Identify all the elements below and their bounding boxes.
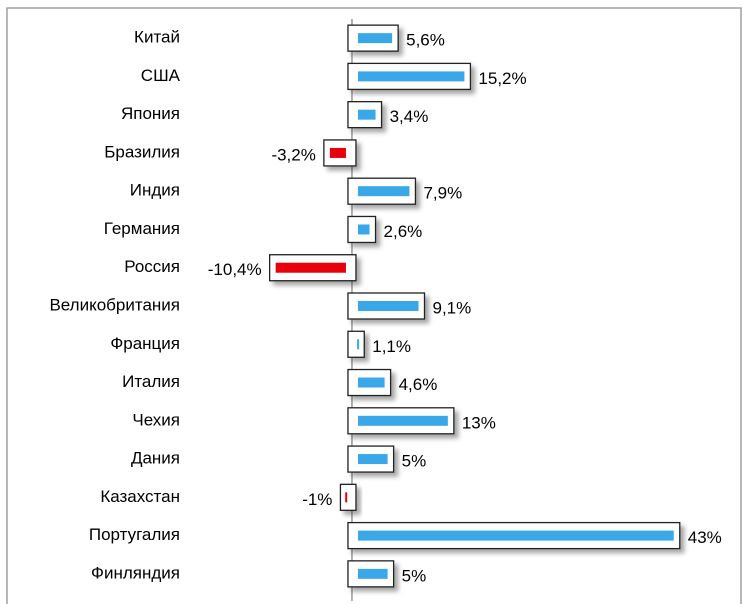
bar: [357, 568, 388, 579]
bar: [329, 147, 346, 158]
category-label: Франция: [110, 334, 180, 353]
value-label: -10,4%: [208, 260, 262, 279]
bar: [275, 262, 346, 273]
value-label: 7,9%: [423, 184, 462, 203]
value-label: 13%: [462, 413, 496, 432]
bar: [357, 530, 674, 541]
value-label: 1,1%: [372, 337, 411, 356]
category-label: Португалия: [89, 525, 180, 544]
category-label: Чехия: [132, 410, 180, 429]
bar: [357, 301, 419, 311]
category-label: Китай: [134, 28, 180, 47]
bar: [357, 71, 465, 82]
bar: [357, 33, 393, 44]
bar: [357, 377, 385, 388]
value-label: 4,6%: [399, 375, 438, 394]
bar: [357, 454, 388, 465]
category-label: Япония: [121, 104, 180, 123]
category-label: Россия: [124, 257, 180, 276]
value-label: 5,6%: [406, 31, 445, 50]
category-label: Казахстан: [100, 487, 180, 506]
category-label: Финляндия: [91, 563, 180, 582]
value-label: 5%: [402, 566, 427, 585]
value-label: 9,1%: [432, 298, 471, 317]
bar: [357, 415, 448, 426]
category-label: США: [141, 66, 181, 85]
category-label: Италия: [122, 372, 180, 391]
value-label: -3,2%: [271, 145, 315, 164]
category-label: Дания: [131, 449, 180, 468]
value-label: 2,6%: [384, 222, 423, 241]
value-label: 3,4%: [390, 107, 429, 126]
value-label: 43%: [688, 528, 722, 547]
bar-frame: [339, 483, 357, 511]
bar: [357, 109, 376, 120]
bar: [345, 492, 348, 503]
bar: [357, 186, 410, 197]
category-label: Германия: [104, 219, 180, 238]
bar: [357, 339, 360, 350]
value-label: 5%: [402, 452, 427, 471]
frame: [6, 7, 742, 604]
bar: [357, 224, 370, 235]
value-label: -1%: [302, 490, 332, 509]
category-label: Индия: [130, 181, 180, 200]
value-label: 15,2%: [478, 69, 526, 88]
category-label: Бразилия: [104, 142, 180, 161]
category-label: Великобритания: [49, 295, 180, 314]
bar-frame: [347, 330, 365, 358]
